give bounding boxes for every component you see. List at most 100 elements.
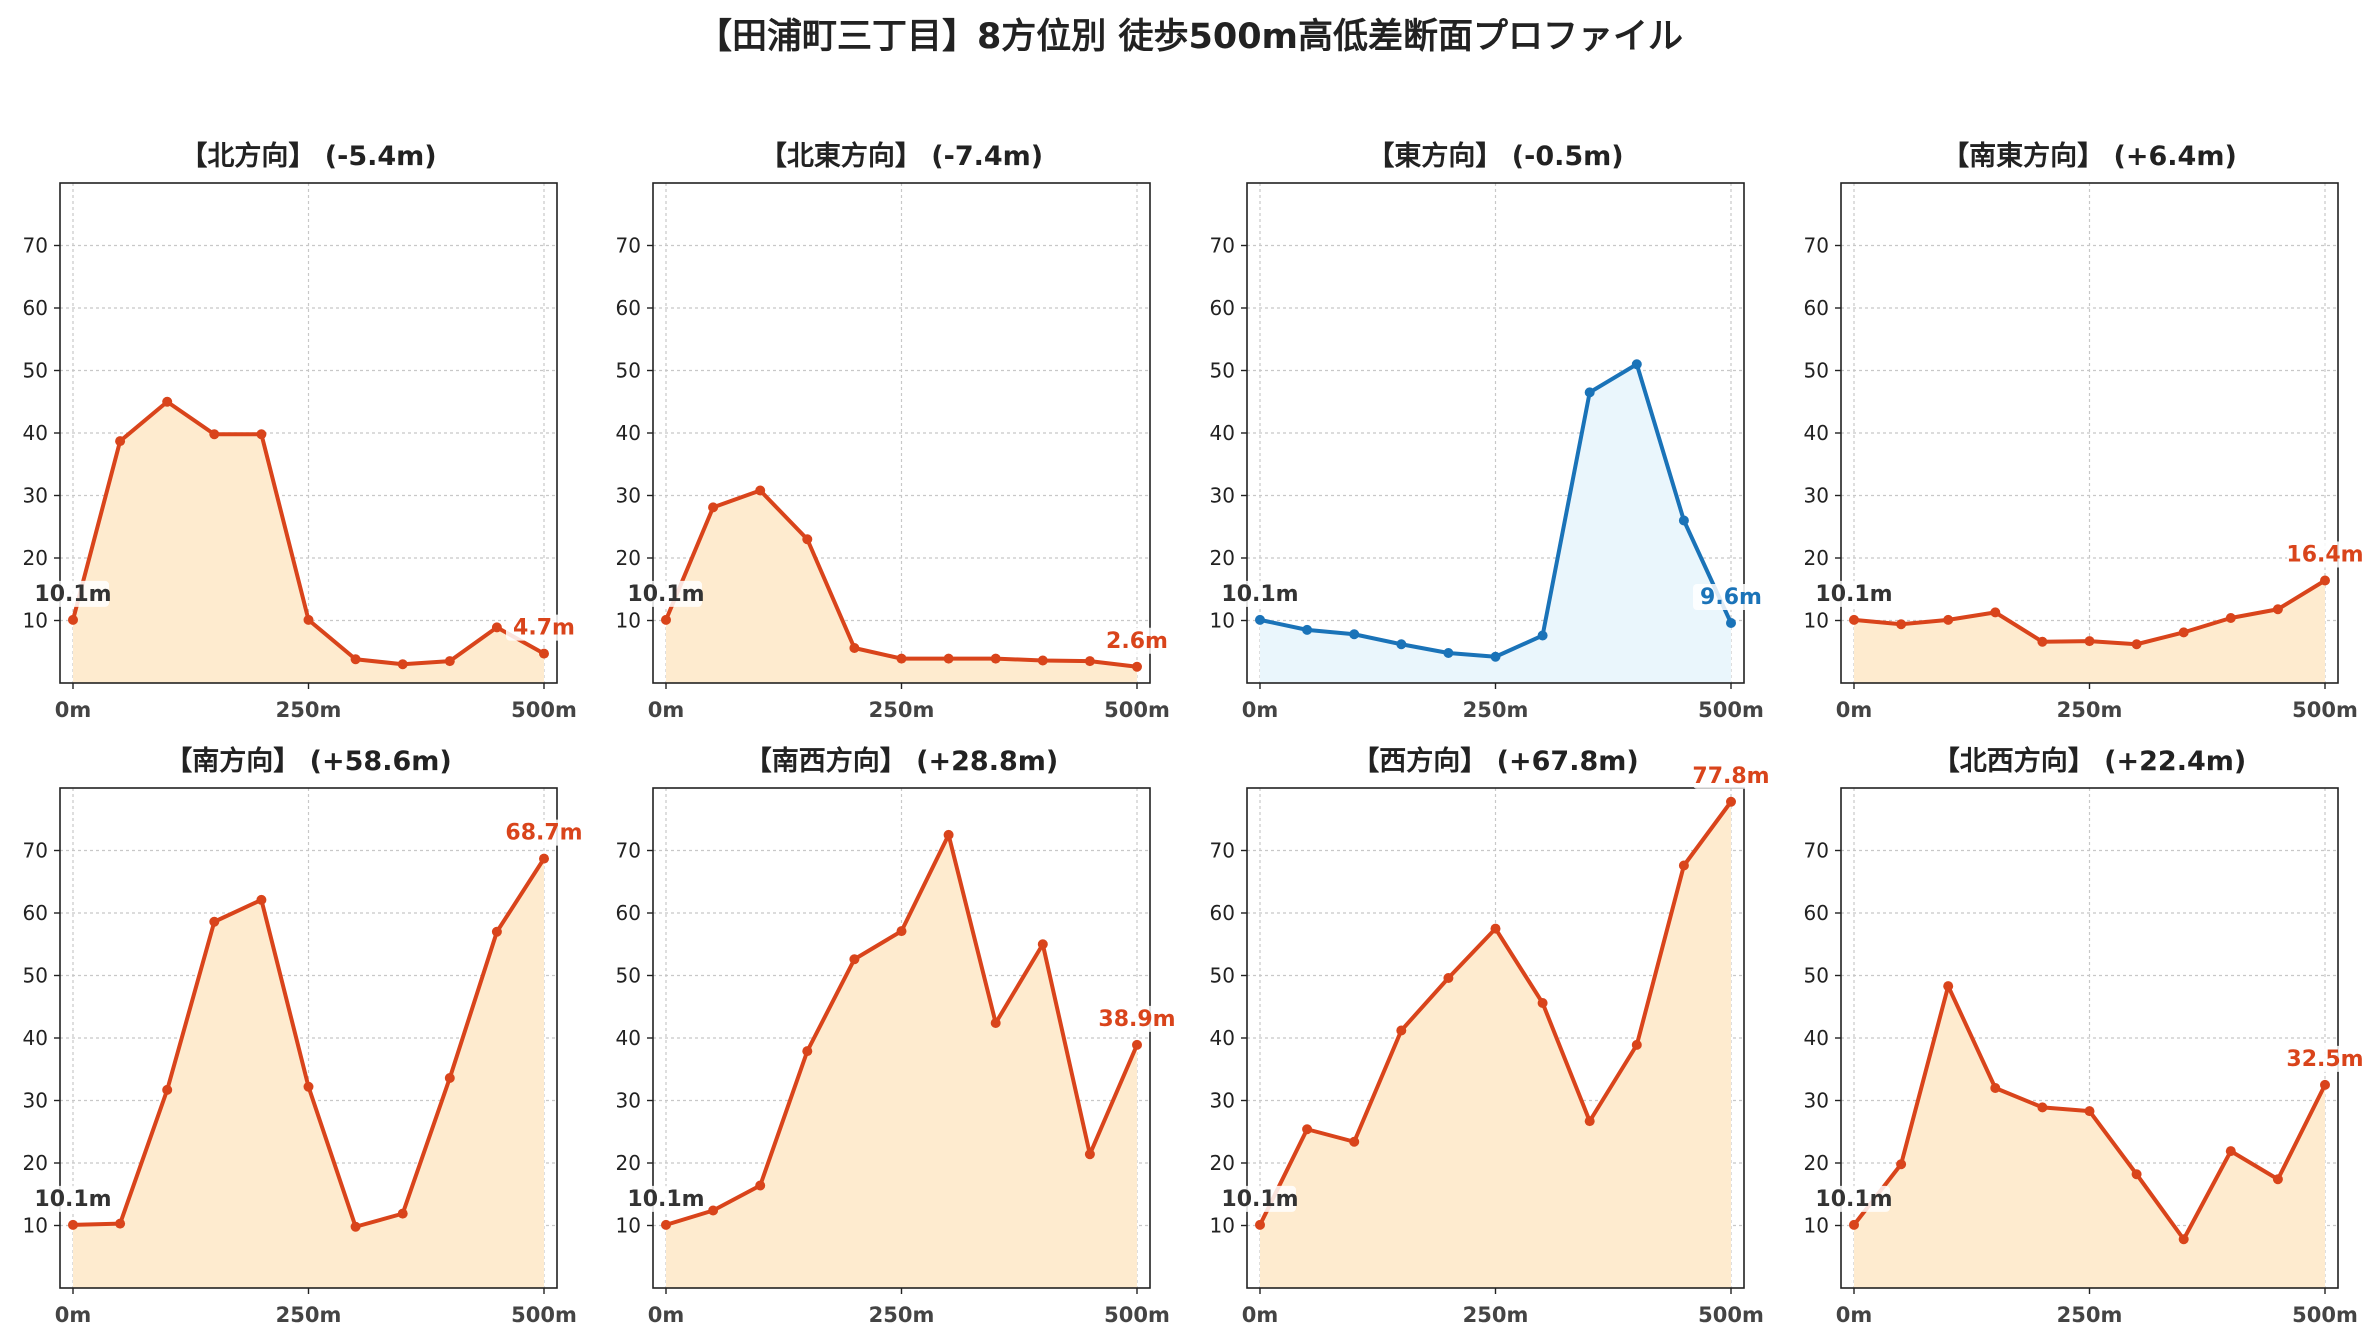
start-value-label: 10.1m [627, 1187, 704, 1212]
data-point [1896, 1159, 1907, 1170]
start-value-label: 10.1m [34, 1187, 111, 1212]
data-point [209, 916, 220, 927]
y-tick-label: 50 [23, 964, 48, 988]
data-point [1631, 1039, 1642, 1050]
panel-title: 【北方向】 (-5.4m) [180, 140, 436, 172]
y-tick-label: 30 [1804, 484, 1829, 508]
y-tick-label: 60 [1210, 296, 1235, 320]
panel-title: 【北西方向】 (+22.4m) [1933, 745, 2246, 777]
y-tick-label: 50 [1210, 359, 1235, 383]
data-point [1490, 923, 1501, 934]
data-point [256, 894, 267, 905]
data-point [896, 926, 907, 937]
panel-title: 【南方向】 (+58.6m) [165, 745, 451, 777]
end-label-background [1099, 627, 1175, 654]
data-point [1584, 1116, 1595, 1127]
data-point [1896, 619, 1907, 630]
x-tick-label: 0m [648, 698, 685, 722]
data-point [115, 436, 126, 447]
data-point [444, 1073, 455, 1083]
data-point [2084, 1106, 2095, 1117]
area-fill [1854, 580, 2325, 683]
data-point [755, 485, 766, 496]
data-point [1726, 618, 1736, 628]
end-label-background [2287, 541, 2363, 568]
y-tick-label: 50 [616, 964, 641, 988]
y-tick-label: 30 [616, 484, 641, 508]
data-point [2225, 613, 2236, 623]
data-point [2178, 1234, 2189, 1245]
data-point [1037, 655, 1048, 666]
data-point [1537, 998, 1548, 1008]
data-point [1678, 860, 1689, 871]
x-tick-label: 500m [1104, 698, 1170, 722]
y-tick-label: 10 [616, 609, 641, 633]
y-tick-label: 50 [1804, 359, 1829, 383]
data-point [1084, 656, 1095, 667]
y-tick-label: 10 [1210, 609, 1235, 633]
data-point [896, 653, 907, 664]
data-point [68, 614, 78, 625]
data-point [1349, 629, 1360, 640]
y-tick-label: 20 [1804, 546, 1829, 570]
y-tick-label: 70 [616, 839, 641, 863]
x-tick-label: 0m [55, 698, 92, 722]
x-tick-label: 0m [1242, 698, 1279, 722]
data-point [303, 614, 314, 625]
data-point [2225, 1146, 2236, 1157]
x-tick-label: 500m [1698, 1303, 1764, 1327]
x-tick-label: 0m [55, 1303, 92, 1327]
data-point [1849, 1219, 1859, 1230]
data-point [491, 926, 502, 937]
data-point [350, 654, 361, 665]
chart-panel: 【南西方向】 (+28.8m) 10 20 30 40 50 60 70 0m 250m 500m 1… [616, 745, 1176, 1327]
y-tick-label: 70 [616, 234, 641, 258]
y-tick-label: 30 [23, 484, 48, 508]
data-point [1443, 648, 1454, 658]
start-value-label: 10.1m [1815, 582, 1892, 607]
y-tick-label: 20 [1804, 1151, 1829, 1175]
y-tick-label: 30 [1210, 484, 1235, 508]
y-tick-label: 40 [616, 1026, 641, 1050]
end-value-label: 16.4m [2286, 543, 2363, 568]
y-tick-label: 70 [1210, 234, 1235, 258]
start-value-label: 10.1m [1221, 582, 1298, 607]
y-tick-label: 40 [23, 421, 48, 445]
panel-title: 【南西方向】 (+28.8m) [745, 745, 1058, 777]
y-tick-label: 40 [1210, 1026, 1235, 1050]
end-value-label: 9.6m [1700, 585, 1762, 610]
data-point [539, 853, 549, 864]
data-point [1255, 1219, 1265, 1230]
data-point [708, 1205, 719, 1216]
y-tick-label: 20 [616, 1151, 641, 1175]
end-label-background [1693, 584, 1769, 610]
start-label-background [1818, 580, 1890, 607]
y-tick-label: 60 [1804, 901, 1829, 925]
x-tick-label: 250m [2057, 698, 2123, 722]
data-point [2272, 604, 2283, 615]
data-point [943, 653, 954, 664]
y-tick-label: 70 [23, 839, 48, 863]
data-point [990, 653, 1001, 664]
y-tick-label: 70 [1210, 839, 1235, 863]
data-point [1490, 651, 1501, 662]
chart-panel: 【南東方向】 (+6.4m) 10 20 30 40 50 60 70 0m 250m 500m 10… [1804, 140, 2364, 722]
x-tick-label: 250m [276, 698, 342, 722]
end-label-background [506, 614, 582, 641]
x-tick-label: 500m [511, 698, 577, 722]
data-point [943, 829, 954, 840]
start-label-background [630, 1185, 702, 1212]
area-fill [1260, 364, 1731, 683]
x-tick-label: 500m [1698, 698, 1764, 722]
y-tick-label: 30 [1210, 1089, 1235, 1113]
data-point [1584, 387, 1595, 398]
data-point [1943, 614, 1954, 625]
data-point [68, 1219, 78, 1230]
y-tick-label: 60 [616, 296, 641, 320]
data-point [1631, 359, 1642, 370]
end-value-label: 2.6m [1106, 629, 1168, 654]
chart-panel: 【北西方向】 (+22.4m) 10 20 30 40 50 60 70 0m 250m 500m 1… [1804, 745, 2364, 1327]
y-tick-label: 70 [23, 234, 48, 258]
data-point [539, 648, 549, 659]
data-point [2131, 639, 2142, 650]
